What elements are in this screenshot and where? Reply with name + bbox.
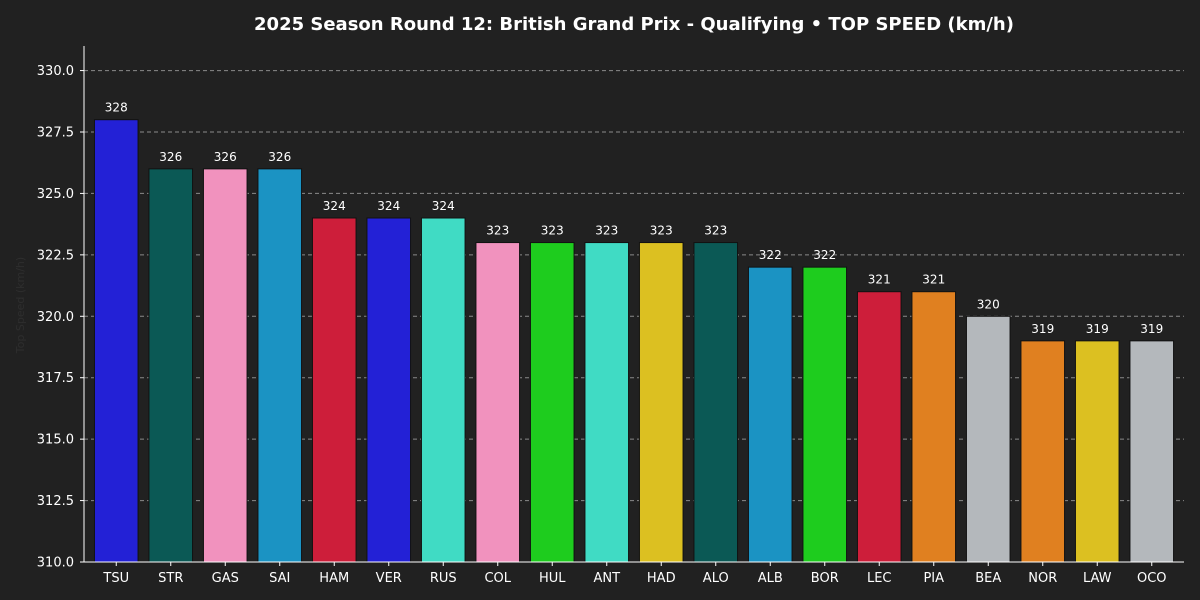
bar-bor: [802, 266, 848, 563]
bar-had: [638, 242, 684, 563]
y-axis-label: Top Speed (km/h): [14, 257, 27, 354]
axes: [83, 46, 1184, 563]
x-tick-label-alo: ALO: [703, 571, 729, 586]
bar-col: [475, 242, 521, 563]
y-tick-label: 320.0: [37, 310, 74, 325]
bar-rus: [420, 217, 466, 563]
data-label-alo: 323: [704, 224, 727, 238]
y-tick-label: 325.0: [37, 187, 74, 202]
x-tick-label-ham: HAM: [319, 571, 349, 586]
x-tick-label-nor: NOR: [1028, 571, 1057, 586]
data-label-law: 319: [1086, 322, 1109, 336]
y-tick-label: 315.0: [37, 433, 74, 448]
data-label-oco: 319: [1140, 322, 1163, 336]
data-label-hul: 323: [541, 224, 564, 238]
x-tick-label-law: LAW: [1083, 571, 1112, 586]
y-tick-label: 317.5: [37, 371, 74, 386]
bar-law: [1074, 340, 1120, 563]
bar-alb: [747, 266, 793, 563]
data-label-col: 323: [486, 224, 509, 238]
x-tick-label-gas: GAS: [212, 571, 239, 586]
bar-bea: [965, 315, 1011, 563]
x-tick-label-pia: PIA: [923, 571, 944, 586]
data-label-ver: 324: [377, 199, 400, 213]
data-label-str: 326: [159, 150, 182, 164]
bar-ham: [311, 217, 357, 563]
data-label-nor: 319: [1031, 322, 1054, 336]
bar-hul: [529, 242, 575, 563]
data-label-gas: 326: [214, 150, 237, 164]
x-tick-label-str: STR: [158, 571, 183, 586]
data-label-alb: 322: [759, 248, 782, 262]
bars: [93, 119, 1175, 563]
y-tick-labels: 310.0 312.5 315.0 317.5 320.0 322.5 325.0 327.5…: [37, 64, 84, 571]
data-label-tsu: 328: [105, 101, 128, 115]
data-label-lec: 321: [868, 273, 891, 287]
bar-ant: [584, 242, 630, 563]
data-labels: 328 326 326 326 324 324 324 323 323 323 323 323 322 3…: [105, 101, 1163, 336]
data-label-bor: 322: [813, 248, 836, 262]
x-tick-label-rus: RUS: [430, 571, 457, 586]
data-label-had: 323: [650, 224, 673, 238]
bar-pia: [911, 291, 957, 563]
data-label-rus: 324: [432, 199, 455, 213]
data-label-bea: 320: [977, 297, 1000, 311]
x-tick-label-lec: LEC: [867, 571, 892, 586]
y-tick-label: 330.0: [37, 64, 74, 79]
x-tick-label-ver: VER: [376, 571, 402, 586]
x-tick-label-tsu: TSU: [102, 571, 129, 586]
bar-tsu: [93, 119, 139, 563]
x-tick-label-bea: BEA: [975, 571, 1001, 586]
x-tick-label-ant: ANT: [593, 571, 620, 586]
x-tick-label-bor: BOR: [811, 571, 839, 586]
data-label-ant: 323: [595, 224, 618, 238]
bar-lec: [856, 291, 902, 563]
x-tick-label-oco: OCO: [1137, 571, 1167, 586]
bar-ver: [366, 217, 412, 563]
y-tick-label: 310.0: [37, 556, 74, 571]
grid-lines: [84, 70, 1184, 502]
x-tick-label-alb: ALB: [758, 571, 783, 586]
chart-title: 2025 Season Round 12: British Grand Prix…: [254, 14, 1014, 35]
x-tick-label-col: COL: [484, 571, 511, 586]
x-tick-labels: TSU STR GAS SAI HAM VER RUS COL HUL ANT HAD ALO ALB B…: [102, 562, 1167, 586]
y-tick-label: 312.5: [37, 494, 74, 509]
x-tick-label-sai: SAI: [269, 571, 290, 586]
bar-sai: [257, 168, 303, 563]
bar-nor: [1020, 340, 1066, 563]
bar-oco: [1129, 340, 1175, 563]
data-label-sai: 326: [268, 150, 291, 164]
x-tick-label-hul: HUL: [539, 571, 566, 586]
x-tick-label-had: HAD: [647, 571, 676, 586]
bar-alo: [693, 242, 739, 563]
bar-str: [148, 168, 194, 563]
y-tick-label: 322.5: [37, 248, 74, 263]
data-label-ham: 324: [323, 199, 346, 213]
y-tick-label: 327.5: [37, 126, 74, 141]
bar-gas: [202, 168, 248, 563]
data-label-pia: 321: [922, 273, 945, 287]
